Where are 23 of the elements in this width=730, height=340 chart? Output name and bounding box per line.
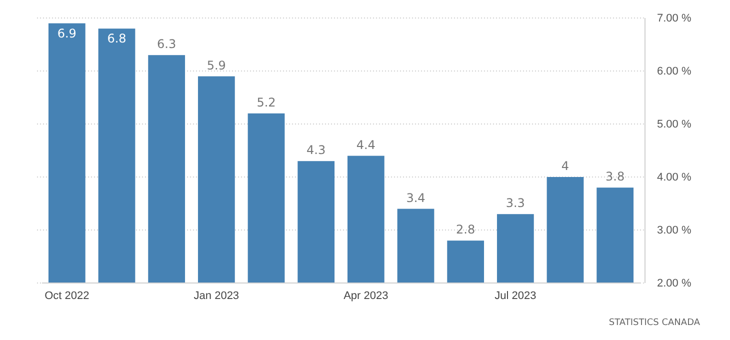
data-label: 4 xyxy=(561,159,570,173)
data-label: 5.9 xyxy=(206,58,226,72)
data-label: 5.2 xyxy=(256,95,276,110)
y-tick-label: 3.00 % xyxy=(657,224,692,237)
data-label: 4.4 xyxy=(356,138,376,152)
x-tick-label: Apr 2023 xyxy=(344,290,388,302)
x-tick-label: Oct 2022 xyxy=(44,290,90,302)
x-tick-label: Jul 2023 xyxy=(494,290,536,302)
text: STATISTICS CANADA xyxy=(608,318,701,328)
data-label: 6.3 xyxy=(157,37,176,52)
data-label: 3.8 xyxy=(606,170,625,184)
data-label: 2.8 xyxy=(456,222,476,237)
data-label: 6.8 xyxy=(107,32,126,46)
y-tick-label: 5.00 % xyxy=(657,118,692,131)
y-tick-label: 2.00 % xyxy=(657,278,692,290)
y-tick-label: 7.00 % xyxy=(657,12,692,25)
x-tick-label: Jan 2023 xyxy=(194,290,240,302)
data-label: 3.4 xyxy=(406,190,426,205)
data-label: 4.3 xyxy=(306,143,326,158)
data-label: 3.3 xyxy=(506,196,525,210)
y-tick-label: 6.00 % xyxy=(657,66,692,78)
data-label: 6.9 xyxy=(57,26,76,40)
y-tick-label: 4.00 % xyxy=(657,172,692,184)
